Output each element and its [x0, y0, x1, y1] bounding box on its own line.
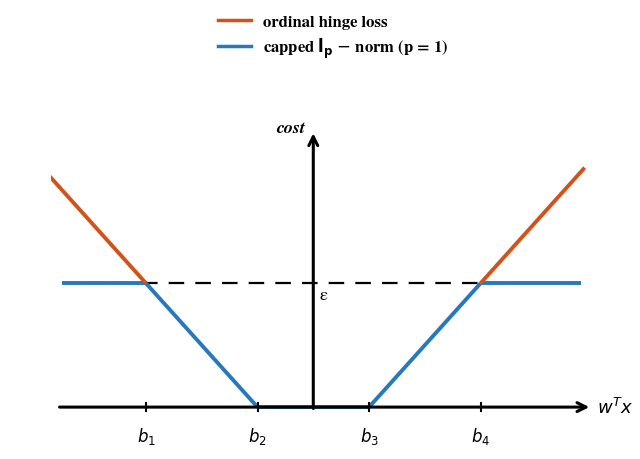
Text: $b_3$: $b_3$ — [360, 425, 379, 446]
Text: ε: ε — [320, 288, 328, 304]
Text: $b_1$: $b_1$ — [136, 425, 156, 446]
Text: $b_4$: $b_4$ — [471, 425, 490, 446]
Text: $w^Tx$: $w^Tx$ — [596, 397, 633, 417]
Text: cost: cost — [276, 121, 305, 137]
Text: $b_2$: $b_2$ — [248, 425, 267, 446]
Legend: ordinal hinge loss, capped $\mathbf{l_p}$ $-$ norm (p = 1): ordinal hinge loss, capped $\mathbf{l_p}… — [211, 8, 454, 67]
